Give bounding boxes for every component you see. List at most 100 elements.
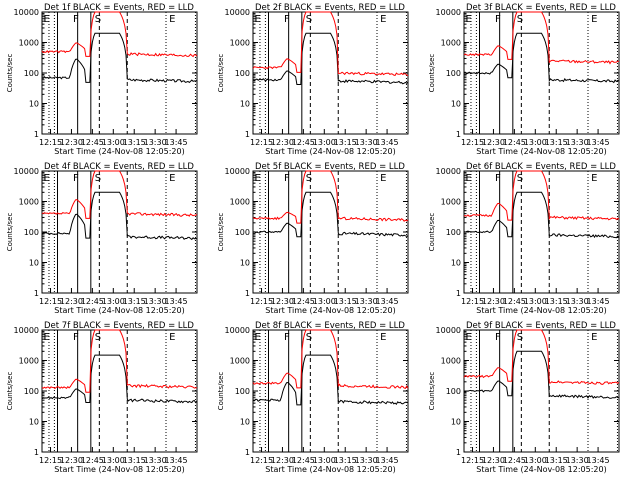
y-tick-label: 10000	[14, 8, 39, 17]
panel-det-8: Det 8f BLACK = Events, RED = LLD 1 10 100 10…	[217, 321, 409, 474]
x-tick-label: 13:15	[123, 138, 146, 147]
y-tick-label: 10	[451, 418, 461, 427]
panel-title: Det 4f BLACK = Events, RED = LLD	[44, 162, 194, 172]
x-tick-label: 13:30	[144, 297, 167, 306]
x-tick-label: 13:45	[165, 297, 188, 306]
x-tick-label: 13:30	[355, 456, 378, 465]
series-line-lld	[41, 329, 198, 393]
panel-title: Det 3f BLACK = Events, RED = LLD	[466, 3, 616, 13]
x-tick-label: 13:45	[165, 138, 188, 147]
x-axis-label: Start Time (24-Nov-08 12:05:20)	[265, 147, 395, 156]
series-line-events	[41, 191, 198, 241]
y-axis-label: Counts/sec	[428, 54, 436, 93]
x-tick-label: 13:15	[123, 456, 146, 465]
panel-det-5: Det 5f BLACK = Events, RED = LLD 1 10 100 10…	[217, 162, 409, 315]
interval-marker: F	[284, 173, 290, 184]
series-line-lld	[252, 11, 409, 77]
x-tick-label: 12:15	[250, 456, 273, 465]
x-tick-label: 13:30	[144, 138, 167, 147]
x-axis-label: Start Time (24-Nov-08 12:05:20)	[476, 147, 606, 156]
interval-marker: E	[591, 173, 597, 184]
x-tick-label: 13:00	[313, 297, 336, 306]
plot-frame	[41, 170, 198, 294]
interval-marker: F	[73, 332, 79, 343]
x-tick-label: 13:30	[355, 297, 378, 306]
series-line-events	[463, 350, 620, 399]
y-tick-label: 100	[24, 228, 39, 237]
interval-marker: E	[255, 332, 261, 343]
x-axis-label: Start Time (24-Nov-08 12:05:20)	[54, 465, 184, 474]
x-tick-label: 12:45	[81, 297, 104, 306]
panel-title: Det 7f BLACK = Events, RED = LLD	[44, 321, 194, 331]
interval-marker: E	[466, 173, 472, 184]
interval-marker: E	[591, 332, 597, 343]
y-axis-label: Counts/sec	[217, 372, 225, 411]
x-tick-label: 13:45	[587, 138, 610, 147]
x-tick-label: 13:15	[545, 297, 568, 306]
y-tick-label: 10000	[225, 167, 250, 176]
y-tick-label: 1	[34, 289, 39, 298]
x-tick-label: 13:00	[102, 138, 125, 147]
x-tick-label: 13:30	[566, 297, 589, 306]
x-tick-label: 12:30	[271, 297, 294, 306]
series-line-events	[252, 354, 409, 406]
x-tick-label: 12:45	[503, 297, 526, 306]
y-tick-label: 10	[29, 418, 39, 427]
y-axis-label: Counts/sec	[6, 213, 14, 252]
y-tick-label: 10	[240, 259, 250, 268]
x-axis-label: Start Time (24-Nov-08 12:05:20)	[54, 147, 184, 156]
x-tick-label: 13:15	[334, 297, 357, 306]
interval-marker: E	[44, 173, 50, 184]
y-tick-label: 1000	[19, 357, 39, 366]
y-tick-label: 10000	[225, 8, 250, 17]
series-line-events	[252, 32, 409, 85]
y-tick-label: 10	[29, 259, 39, 268]
x-tick-label: 12:15	[39, 297, 62, 306]
series-line-lld	[41, 11, 198, 58]
y-tick-label: 1000	[441, 39, 461, 48]
panel-det-3: Det 3f BLACK = Events, RED = LLD 1 10 100 10…	[428, 3, 620, 156]
y-tick-label: 1000	[230, 357, 250, 366]
x-tick-label: 13:45	[587, 456, 610, 465]
interval-marker: E	[591, 14, 597, 25]
interval-marker: F	[284, 14, 290, 25]
plot-frame	[252, 11, 409, 135]
x-tick-label: 12:45	[292, 297, 315, 306]
y-tick-label: 10	[240, 100, 250, 109]
x-tick-label: 13:15	[545, 138, 568, 147]
series-line-events	[41, 354, 198, 404]
y-tick-label: 10	[451, 259, 461, 268]
y-tick-label: 100	[24, 69, 39, 78]
interval-marker: E	[169, 332, 175, 343]
y-tick-label: 100	[446, 69, 461, 78]
x-tick-label: 13:00	[524, 138, 547, 147]
x-tick-label: 12:45	[81, 456, 104, 465]
x-tick-label: 13:00	[102, 456, 125, 465]
x-tick-label: 12:45	[292, 138, 315, 147]
y-tick-label: 1	[34, 130, 39, 139]
x-tick-label: 13:00	[524, 297, 547, 306]
x-tick-label: 13:45	[376, 297, 399, 306]
y-tick-label: 1	[245, 289, 250, 298]
x-tick-label: 12:15	[250, 138, 273, 147]
x-tick-label: 13:00	[102, 297, 125, 306]
y-axis-label: Counts/sec	[6, 372, 14, 411]
x-tick-label: 13:30	[566, 138, 589, 147]
x-tick-label: 13:45	[165, 456, 188, 465]
panel-det-1: Det 1f BLACK = Events, RED = LLD 1 10 100 10…	[6, 3, 198, 156]
y-tick-label: 10000	[436, 167, 461, 176]
y-tick-label: 1	[245, 448, 250, 457]
plot-frame	[463, 170, 620, 294]
interval-marker: F	[284, 332, 290, 343]
interval-marker: S	[95, 332, 101, 343]
interval-marker: S	[517, 332, 523, 343]
y-tick-label: 100	[235, 69, 250, 78]
interval-marker: S	[306, 332, 312, 343]
panel-det-7: Det 7f BLACK = Events, RED = LLD 1 10 100 10…	[6, 321, 198, 474]
plot-frame	[252, 329, 409, 453]
x-tick-label: 12:30	[271, 456, 294, 465]
series-line-events	[464, 32, 620, 84]
plot-frame	[41, 11, 198, 135]
y-tick-label: 1	[456, 130, 461, 139]
x-tick-label: 13:30	[566, 456, 589, 465]
